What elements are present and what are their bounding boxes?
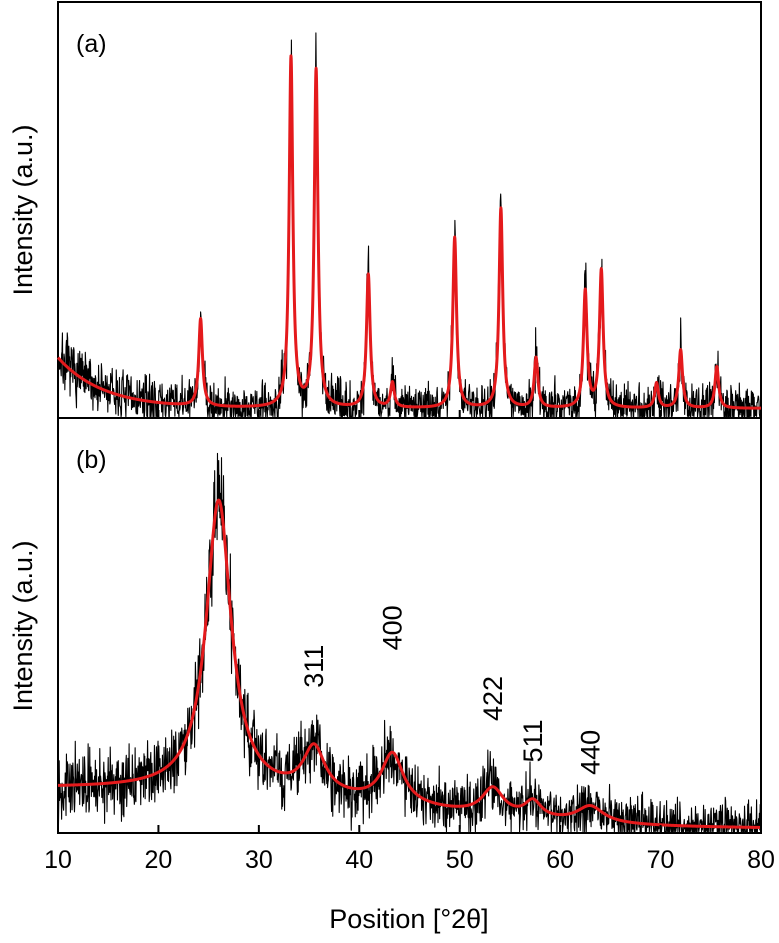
panel-b-measured-trace: [57, 452, 762, 833]
panel-a-fit-curve: [56, 54, 763, 410]
x-axis-tick-labels: 10 20 30 40 50 60 70 80: [44, 846, 775, 874]
panel-a-frame: [57, 1, 762, 419]
panel-b-frame: [57, 417, 762, 834]
x-tick-label-70: 70: [647, 846, 675, 874]
x-axis-ticks: [57, 410, 762, 833]
panel-a-measured-trace: [57, 32, 762, 418]
peak-label-422: 422: [478, 676, 508, 721]
x-tick-label-10: 10: [44, 846, 72, 874]
peak-label-440: 440: [575, 730, 605, 775]
panel-a-y-axis-title: Intensity (a.u.): [8, 124, 38, 295]
peak-label-311: 311: [299, 645, 329, 688]
panel-a-label: (a): [76, 30, 107, 58]
panel-b-y-axis-title: Intensity (a.u.): [8, 540, 38, 711]
x-axis-title: Position [°2θ]: [329, 904, 488, 934]
x-tick-label-30: 30: [245, 846, 273, 874]
peak-label-400: 400: [377, 605, 407, 650]
panel-b-label: (b): [76, 446, 107, 474]
x-tick-label-20: 20: [145, 846, 173, 874]
panel-b: (b) Intensity (a.u.) 311 400 422 511 440: [8, 417, 763, 834]
peak-labels: 311 400 422 511 440: [299, 605, 605, 775]
peak-label-511: 511: [518, 719, 548, 762]
x-tick-label-50: 50: [446, 846, 474, 874]
x-tick-label-40: 40: [345, 846, 373, 874]
panel-b-fit-curve: [56, 498, 763, 829]
x-tick-label-60: 60: [546, 846, 574, 874]
panel-a: (a) Intensity (a.u.): [8, 1, 763, 419]
x-tick-label-80: 80: [747, 846, 775, 874]
